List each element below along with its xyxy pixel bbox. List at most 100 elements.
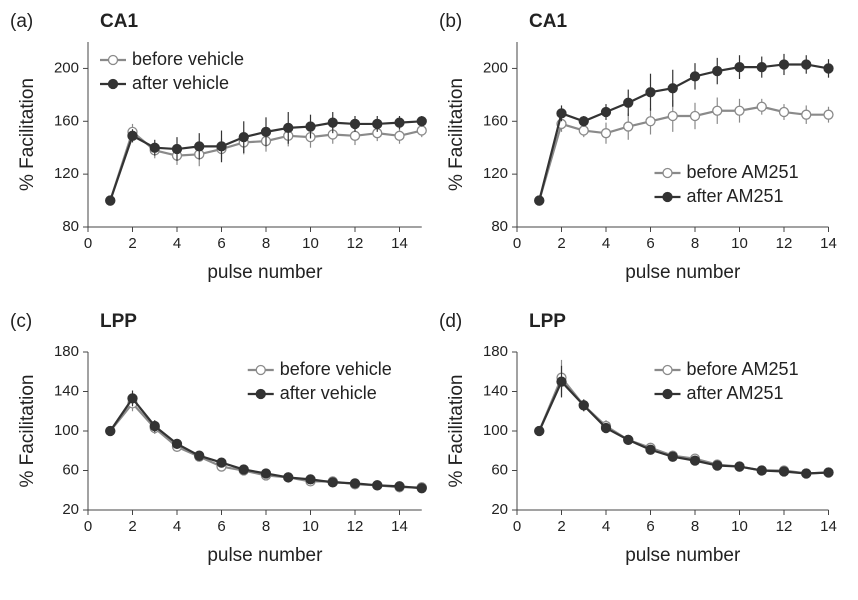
legend-label: before vehicle — [132, 49, 244, 69]
x-tick-label: 2 — [128, 235, 136, 252]
x-tick-label: 14 — [820, 518, 837, 535]
y-tick-label: 20 — [62, 501, 79, 518]
marker — [216, 457, 227, 468]
marker — [305, 121, 316, 132]
marker — [327, 477, 338, 488]
marker — [238, 464, 249, 475]
y-tick-label: 80 — [491, 218, 508, 235]
legend-marker — [662, 388, 673, 400]
marker — [623, 97, 634, 108]
legend-marker — [255, 364, 266, 376]
x-axis-label: pulse number — [625, 262, 741, 283]
y-tick-label: 120 — [483, 165, 508, 182]
legend-marker — [662, 191, 673, 203]
marker — [689, 110, 701, 122]
panel-label: (b) — [439, 11, 462, 32]
marker — [801, 59, 812, 70]
legend-label: before AM251 — [687, 359, 799, 379]
marker — [756, 101, 767, 112]
marker — [556, 376, 567, 387]
marker — [349, 130, 361, 141]
panel: (d) LPP 20 60 100 140 180 0 2 4 6 8 10 12 14 pulse numb… — [439, 311, 837, 566]
panel-title: CA1 — [100, 11, 138, 32]
marker — [578, 116, 589, 127]
x-tick-label: 12 — [776, 518, 793, 535]
marker — [171, 143, 183, 155]
legend-label: before AM251 — [687, 162, 799, 182]
y-tick-label: 140 — [483, 382, 508, 399]
marker — [756, 465, 767, 476]
marker — [327, 117, 338, 128]
legend-marker — [255, 388, 266, 400]
legend-marker — [662, 167, 673, 179]
x-tick-label: 6 — [646, 235, 654, 252]
y-tick-label: 120 — [54, 165, 79, 182]
marker — [712, 460, 723, 471]
x-tick-label: 10 — [302, 518, 319, 535]
x-tick-label: 4 — [602, 518, 610, 535]
marker — [578, 400, 589, 411]
marker — [778, 59, 790, 70]
panel: (b) CA1 80 120 160 200 0 2 4 6 8 10 12 14 pulse number… — [439, 11, 837, 283]
y-tick-label: 200 — [54, 59, 79, 76]
x-tick-label: 12 — [347, 518, 364, 535]
marker — [305, 474, 316, 485]
marker — [645, 87, 656, 98]
y-tick-label: 60 — [62, 461, 79, 478]
y-tick-label: 160 — [54, 112, 79, 129]
marker — [416, 125, 427, 136]
x-tick-label: 14 — [391, 518, 408, 535]
y-axis-label: % Facilitation — [17, 375, 38, 488]
x-tick-label: 8 — [262, 235, 270, 252]
x-tick-label: 8 — [262, 518, 270, 535]
marker — [600, 106, 612, 118]
marker — [260, 126, 272, 138]
x-tick-label: 0 — [513, 518, 521, 535]
series-line — [538, 379, 829, 475]
x-axis-label: pulse number — [207, 545, 323, 566]
x-tick-label: 6 — [217, 518, 225, 535]
marker — [823, 63, 834, 74]
marker — [416, 116, 427, 127]
y-tick-label: 60 — [491, 461, 508, 478]
panel: (a) CA1 80 120 160 200 0 2 4 6 8 10 12 14 pulse number… — [10, 11, 427, 283]
marker — [778, 466, 790, 477]
legend-marker — [662, 364, 673, 376]
y-tick-label: 20 — [491, 501, 508, 518]
marker — [394, 130, 405, 141]
y-tick-label: 200 — [483, 59, 508, 76]
marker — [667, 83, 678, 94]
y-tick-label: 180 — [54, 343, 79, 360]
marker — [645, 444, 656, 455]
x-tick-label: 8 — [691, 235, 699, 252]
marker — [556, 108, 567, 119]
marker — [712, 65, 723, 77]
marker — [534, 425, 545, 437]
legend-marker — [107, 78, 119, 90]
x-tick-label: 2 — [128, 518, 136, 535]
panel-title: LPP — [100, 311, 137, 332]
marker — [260, 468, 272, 479]
x-tick-label: 12 — [347, 235, 364, 252]
marker — [667, 110, 678, 122]
marker — [734, 105, 745, 116]
marker — [238, 131, 249, 143]
x-tick-label: 4 — [602, 235, 610, 252]
x-tick-label: 10 — [731, 518, 748, 535]
marker — [801, 468, 812, 479]
marker — [823, 109, 834, 120]
marker — [600, 128, 612, 139]
y-axis-label: % Facilitation — [446, 375, 467, 488]
marker — [416, 483, 427, 494]
marker — [712, 105, 723, 116]
marker — [600, 422, 612, 434]
x-tick-label: 2 — [557, 518, 565, 535]
marker — [823, 467, 834, 478]
legend-label: after AM251 — [687, 383, 784, 403]
marker — [689, 455, 701, 466]
marker — [534, 195, 545, 206]
y-tick-label: 100 — [483, 422, 508, 439]
marker — [171, 438, 183, 449]
y-axis-label: % Facilitation — [446, 78, 467, 191]
